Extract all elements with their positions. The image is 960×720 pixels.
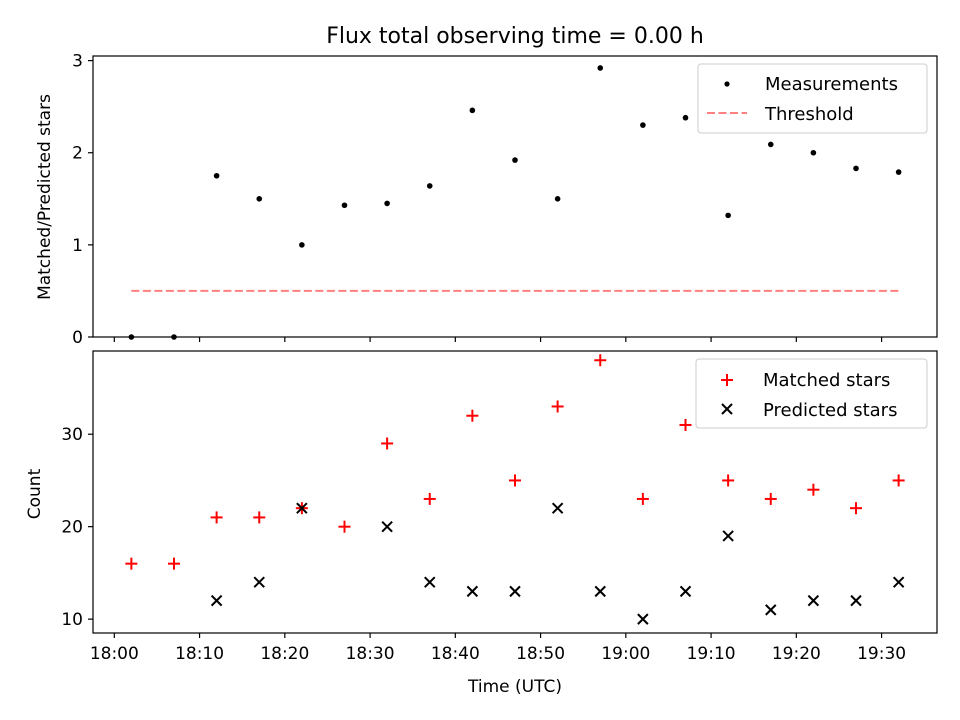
matched-star-point <box>594 354 607 367</box>
matched-star-point <box>125 557 138 570</box>
matched-star-point <box>466 409 479 422</box>
measurement-point <box>640 122 646 128</box>
x-axis-label: Time (UTC) <box>467 677 562 697</box>
bottom-y-tick-label: 20 <box>61 518 83 538</box>
matched-star-point <box>338 520 351 533</box>
chart-title: Flux total observing time = 0.00 h <box>326 24 704 49</box>
predicted-star-point <box>466 585 479 598</box>
bottom-axes-frame <box>92 350 938 634</box>
legend-measurements-label: Measurements <box>765 74 898 95</box>
x-tick-label: 19:10 <box>687 644 736 664</box>
measurement-point <box>256 196 263 202</box>
top-y-axis-label: Matched/Predicted stars <box>35 94 55 300</box>
legend-measurements-marker <box>724 81 730 87</box>
predicted-star-point <box>424 576 436 588</box>
matched-star-point <box>167 557 180 570</box>
measurement-point <box>213 172 220 179</box>
bottom-legend-box <box>695 358 928 429</box>
predicted-star-point <box>722 530 734 542</box>
matched-star-point <box>253 511 266 524</box>
predicted-star-point <box>850 594 862 607</box>
bottom-y-axis-label: Count <box>25 468 45 519</box>
matched-star-point <box>892 474 905 487</box>
bottom-plot-area <box>125 354 905 625</box>
predicted-star-point <box>679 585 692 598</box>
top-y-tick-label: 0 <box>72 328 83 348</box>
x-tick-label: 19:30 <box>857 644 906 664</box>
x-tick-label: 18:40 <box>431 644 480 664</box>
predicted-star-point <box>765 604 777 616</box>
top-y-axis: 0 1 2 3 <box>72 52 93 348</box>
matched-star-point <box>764 492 777 505</box>
predicted-star-point <box>253 576 265 588</box>
predicted-star-point <box>594 585 606 598</box>
legend-predicted-label: Predicted stars <box>763 400 897 421</box>
matched-star-point <box>850 502 863 515</box>
top-y-tick-label: 1 <box>72 236 83 256</box>
bottom-x-axis: 18:00 18:10 18:20 18:30 18:40 18:50 19:00 19:10… <box>90 633 906 664</box>
legend-matched-marker <box>721 374 733 386</box>
legend-matched-label: Matched stars <box>763 370 890 391</box>
predicted-star-point <box>509 585 521 598</box>
legend-predicted-marker <box>721 403 733 415</box>
bottom-legend: Matched stars Predicted stars <box>695 358 928 429</box>
matched-star-point <box>551 400 564 413</box>
top-panel: 0 1 2 3 Matched/Predicted stars Measurement… <box>35 52 938 348</box>
x-tick-label: 19:00 <box>601 644 650 664</box>
measurement-point <box>384 200 390 207</box>
measurement-point <box>341 202 348 209</box>
predicted-star-point <box>296 502 308 514</box>
measurement-point <box>810 149 817 156</box>
top-axes-frame <box>92 55 938 338</box>
top-x-axis-ticks <box>113 337 883 342</box>
matched-star-point <box>210 511 223 524</box>
predicted-star-point <box>381 520 393 533</box>
predicted-star-point <box>210 594 223 607</box>
predicted-star-point <box>807 594 820 607</box>
top-y-tick-label: 3 <box>72 52 83 72</box>
matched-star-point <box>509 474 521 487</box>
x-tick-label: 18:30 <box>346 644 395 664</box>
measurement-point <box>554 196 561 202</box>
x-tick-label: 18:20 <box>260 644 309 664</box>
legend-threshold-label: Threshold <box>764 104 854 125</box>
measurement-point <box>469 107 476 114</box>
measurement-point <box>767 141 774 148</box>
x-tick-label: 19:20 <box>772 644 821 664</box>
matched-star-point <box>636 492 649 505</box>
measurement-point <box>426 183 433 189</box>
matched-star-point <box>381 437 394 450</box>
top-plot-area <box>128 65 902 340</box>
x-tick-label: 18:10 <box>175 644 224 664</box>
predicted-star-point <box>637 613 649 625</box>
bottom-panel: 10 20 30 18:00 18:10 18:20 18:30 18:40 18:50 19:… <box>25 350 938 697</box>
top-legend: Measurements Threshold <box>697 63 928 134</box>
predicted-star-point <box>551 502 564 514</box>
measurement-point <box>682 114 689 121</box>
x-tick-label: 18:00 <box>90 644 139 664</box>
bottom-y-tick-label: 30 <box>61 425 83 445</box>
bottom-y-tick-label: 10 <box>61 610 83 630</box>
matched-star-point <box>722 474 735 487</box>
measurement-point <box>853 165 859 172</box>
x-tick-label: 18:50 <box>516 644 565 664</box>
measurement-point <box>299 242 305 248</box>
matched-star-point <box>679 418 692 431</box>
matched-star-point <box>807 483 820 496</box>
predicted-star-point <box>892 576 905 588</box>
measurement-point <box>725 212 731 219</box>
bottom-y-axis: 10 20 30 <box>61 425 93 630</box>
top-legend-box <box>697 63 928 134</box>
measurement-point <box>597 65 604 71</box>
matched-star-point <box>423 492 436 505</box>
measurement-point <box>512 157 518 163</box>
top-y-tick-label: 2 <box>72 144 83 164</box>
measurement-point <box>895 169 902 175</box>
